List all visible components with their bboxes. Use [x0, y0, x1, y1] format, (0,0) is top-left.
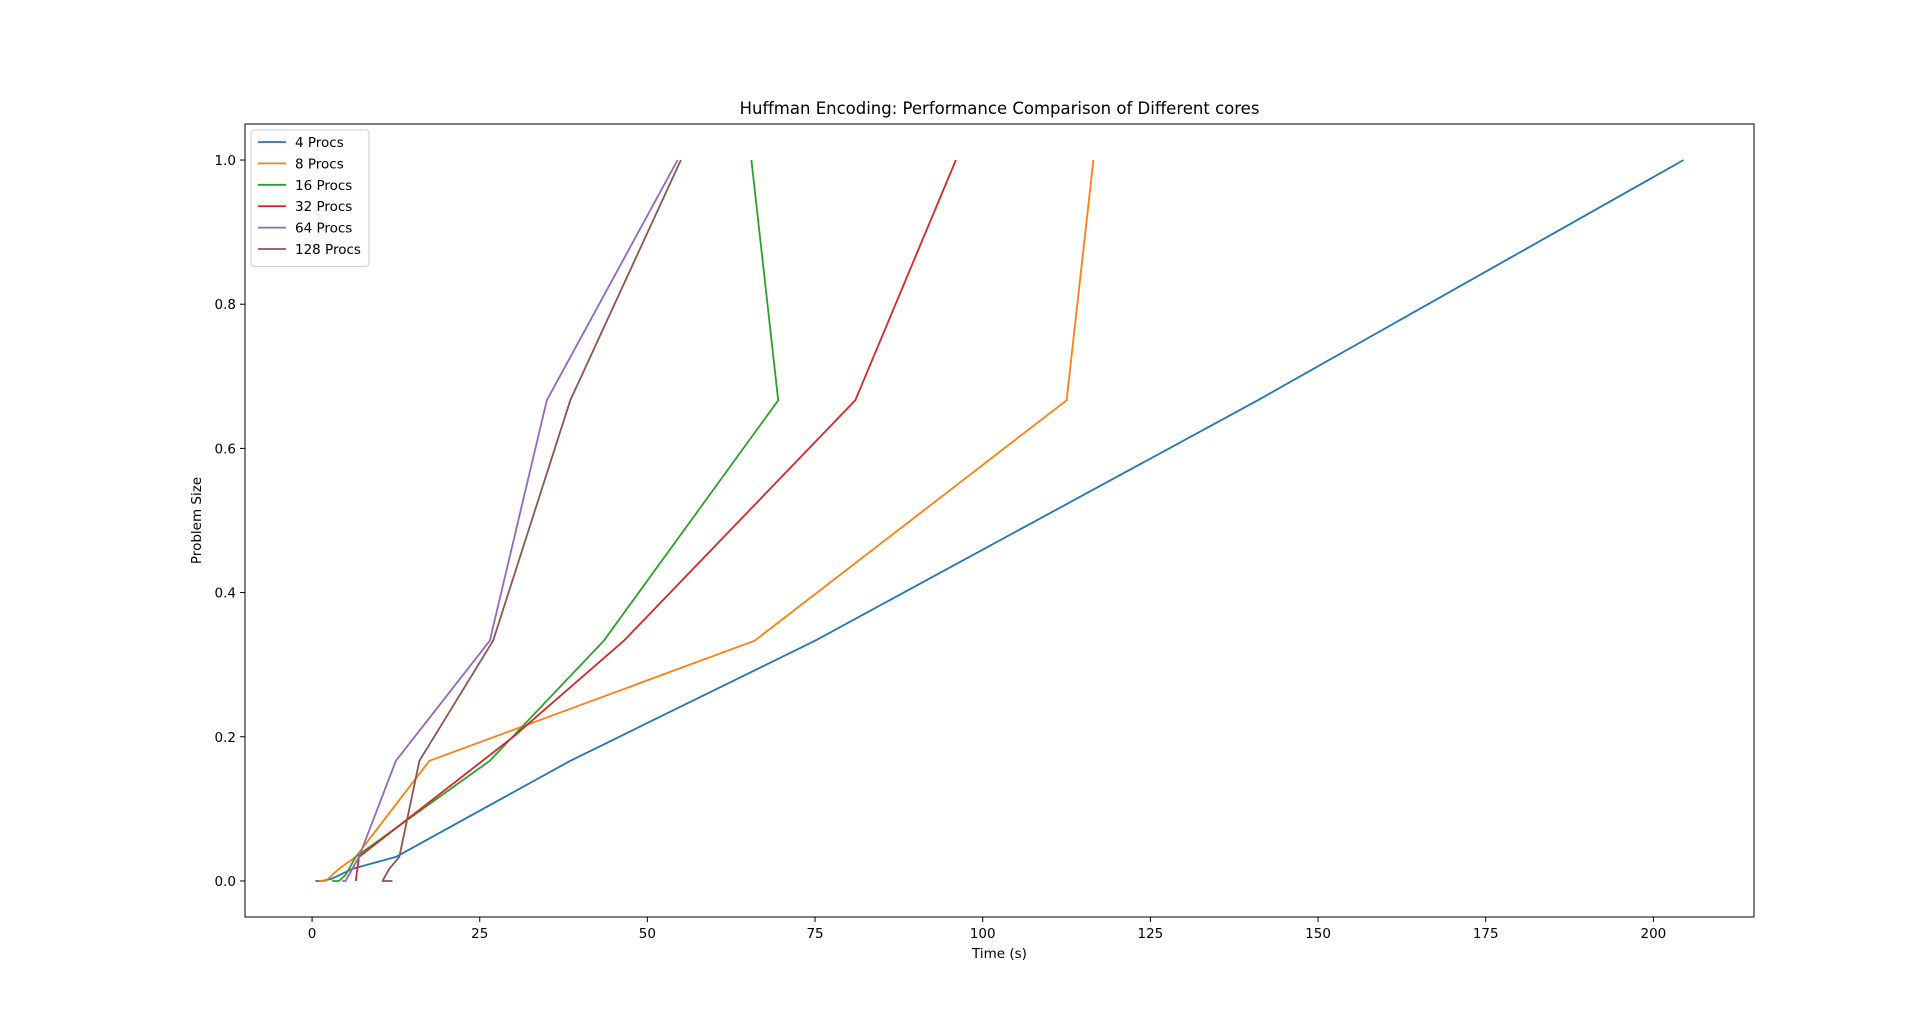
series-line-4 — [354, 159, 957, 882]
series-line-3 — [332, 159, 780, 882]
y-axis-label: Problem Size — [189, 477, 205, 564]
legend: 4 Procs 8 Procs 16 Procs 32 Procs 64 Procs 12… — [250, 129, 370, 267]
x-tick-label: 75 — [806, 926, 823, 942]
y-tick-label: 1.0 — [215, 153, 236, 169]
x-tick-label: 50 — [639, 926, 656, 942]
x-tick-label: 125 — [1138, 926, 1164, 942]
y-tick-label: 0.4 — [215, 586, 236, 602]
legend-entry-label: 128 Procs — [295, 242, 361, 258]
x-axis-label: Time (s) — [971, 946, 1027, 962]
x-tick-label: 175 — [1473, 926, 1499, 942]
series-line-2 — [318, 159, 1095, 882]
legend-entry-label: 16 Procs — [295, 178, 352, 194]
plot-lines — [315, 159, 1685, 882]
y-axis: 0.0 0.2 0.4 0.6 0.8 1.0 — [215, 153, 245, 890]
series-line-6 — [381, 159, 682, 882]
legend-entry-label: 8 Procs — [295, 156, 344, 172]
chart-title: Huffman Encoding: Performance Comparison… — [740, 99, 1260, 118]
legend-entry-label: 64 Procs — [295, 221, 352, 237]
y-tick-label: 0.2 — [215, 730, 236, 746]
plot-frame — [244, 123, 1755, 918]
x-tick-label: 200 — [1641, 926, 1667, 942]
x-tick-label: 100 — [970, 926, 996, 942]
y-tick-label: 0.0 — [215, 874, 236, 890]
x-axis: 0 25 50 75 100 125 150 175 200 — [308, 917, 1667, 942]
x-tick-label: 25 — [471, 926, 488, 942]
legend-entry-label: 4 Procs — [295, 135, 344, 151]
series-line-5 — [342, 159, 679, 882]
x-tick-label: 150 — [1305, 926, 1331, 942]
y-tick-label: 0.8 — [215, 297, 236, 313]
y-tick-label: 0.6 — [215, 441, 236, 457]
x-tick-label: 0 — [308, 926, 317, 942]
legend-entry-label: 32 Procs — [295, 199, 352, 215]
